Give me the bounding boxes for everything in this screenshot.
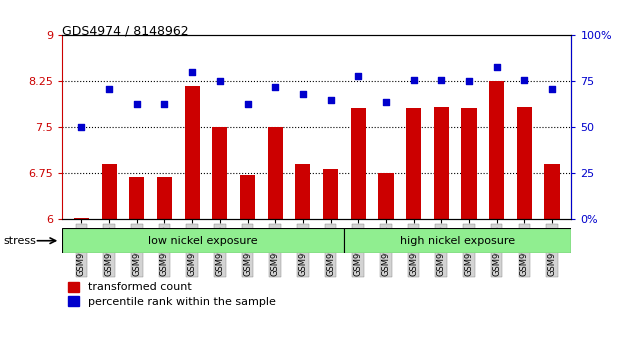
- Bar: [212, 127, 227, 219]
- Point: [464, 79, 474, 84]
- Point: [270, 84, 280, 90]
- Bar: [517, 107, 532, 219]
- Bar: [102, 164, 117, 219]
- Point: [132, 101, 142, 106]
- Text: low nickel exposure: low nickel exposure: [148, 236, 258, 246]
- Bar: [295, 164, 310, 219]
- Bar: [406, 108, 421, 219]
- Bar: [240, 175, 255, 219]
- Point: [353, 73, 363, 79]
- Point: [409, 77, 419, 82]
- Bar: [433, 107, 449, 219]
- Point: [160, 101, 170, 106]
- Text: high nickel exposure: high nickel exposure: [401, 236, 515, 246]
- Bar: [129, 177, 145, 219]
- Legend: transformed count, percentile rank within the sample: transformed count, percentile rank withi…: [68, 282, 276, 307]
- Bar: [351, 108, 366, 219]
- Bar: [62, 228, 345, 253]
- Bar: [74, 218, 89, 219]
- Bar: [378, 173, 394, 219]
- Point: [215, 79, 225, 84]
- Bar: [345, 228, 571, 253]
- Point: [298, 91, 308, 97]
- Bar: [323, 169, 338, 219]
- Bar: [157, 177, 172, 219]
- Point: [325, 97, 335, 103]
- Bar: [268, 127, 283, 219]
- Point: [76, 125, 86, 130]
- Point: [187, 69, 197, 75]
- Point: [519, 77, 529, 82]
- Bar: [184, 86, 200, 219]
- Point: [381, 99, 391, 104]
- Point: [104, 86, 114, 92]
- Point: [437, 77, 446, 82]
- Point: [492, 64, 502, 69]
- Bar: [545, 164, 560, 219]
- Point: [243, 101, 253, 106]
- Point: [547, 86, 557, 92]
- Text: GDS4974 / 8148962: GDS4974 / 8148962: [62, 25, 189, 38]
- Bar: [461, 108, 476, 219]
- Bar: [489, 81, 504, 219]
- Text: stress: stress: [3, 236, 36, 246]
